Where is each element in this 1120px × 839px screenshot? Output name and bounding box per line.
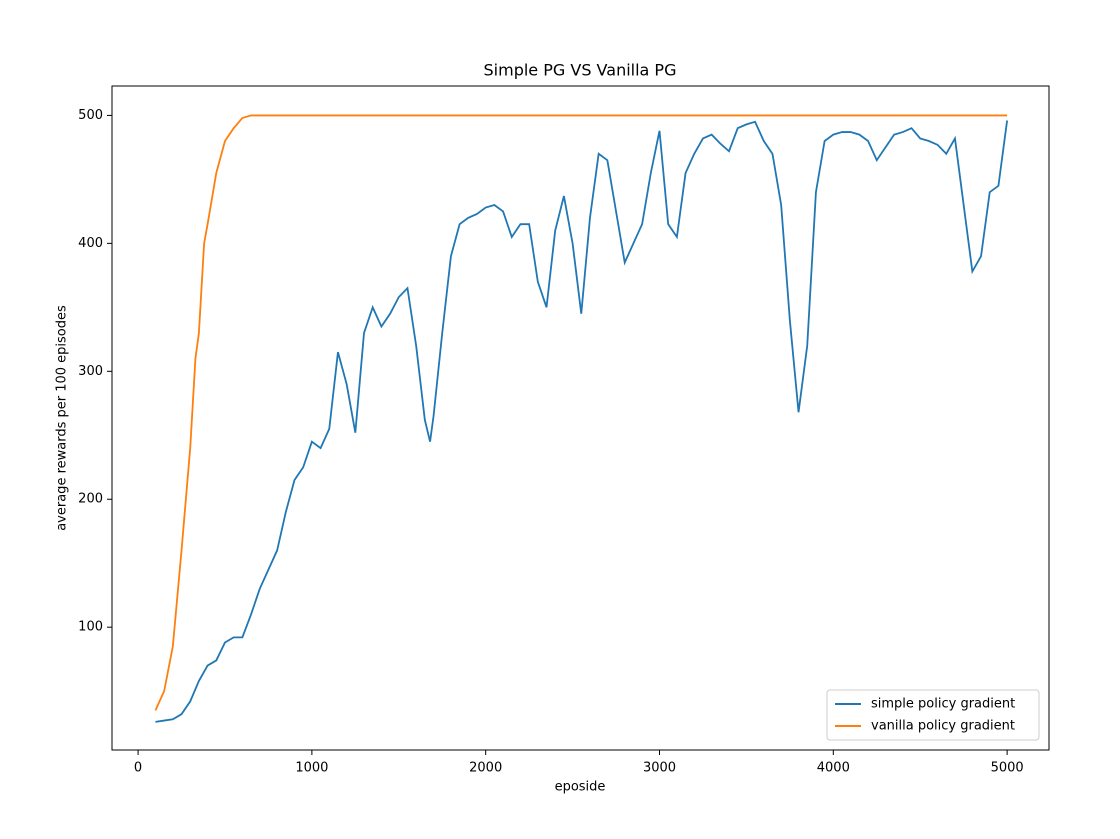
- y-tick-label: 500: [78, 108, 103, 123]
- y-tick-label: 200: [78, 492, 103, 507]
- x-tick-label: 1000: [295, 761, 328, 776]
- x-axis-label: eposide: [555, 780, 606, 795]
- y-tick-label: 100: [78, 620, 103, 635]
- x-tick-label: 0: [134, 761, 142, 776]
- plot-frame: [111, 85, 1050, 751]
- y-tick-label: 400: [78, 236, 103, 251]
- x-tick-label: 2000: [469, 761, 502, 776]
- x-tick-label: 3000: [643, 761, 676, 776]
- series-line: [155, 120, 1009, 723]
- x-tick-label: 4000: [817, 761, 850, 776]
- legend-label: simple policy gradient: [871, 697, 1015, 712]
- series-line: [154, 114, 1008, 711]
- legend-label: vanilla policy gradient: [871, 719, 1015, 734]
- x-tick-label: 5000: [991, 761, 1024, 776]
- chart-title: Simple PG VS Vanilla PG: [484, 61, 677, 80]
- y-axis-label: average rewards per 100 episodes: [55, 305, 70, 531]
- y-tick-label: 300: [78, 364, 103, 379]
- legend-box: [826, 689, 1040, 741]
